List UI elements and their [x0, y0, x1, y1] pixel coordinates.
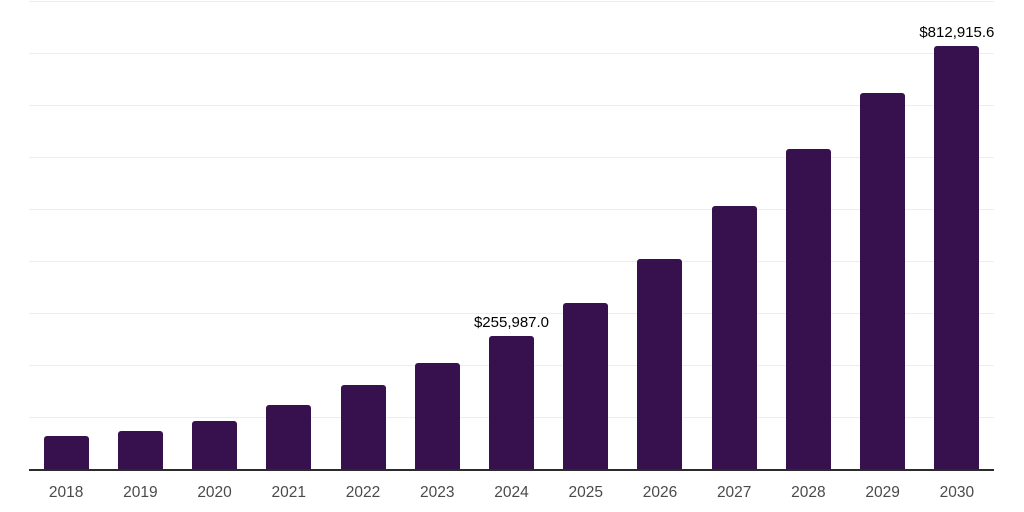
- gridline: [29, 1, 994, 2]
- bar-2023: [414, 363, 460, 469]
- bar-2028: [785, 148, 831, 469]
- x-tick-label-2021: 2021: [271, 484, 307, 501]
- bar-2025: [563, 302, 609, 469]
- x-tick-label-2018: 2018: [48, 484, 84, 501]
- x-tick-label-2022: 2022: [345, 484, 381, 501]
- gridline: [29, 157, 994, 158]
- x-tick-label-2019: 2019: [123, 484, 158, 501]
- bar-2022: [340, 384, 386, 469]
- gridline: [29, 53, 994, 54]
- bar-2030: [934, 46, 980, 469]
- bar-2026: [637, 259, 683, 469]
- gridline: [29, 261, 994, 262]
- x-tick-label-2025: 2025: [568, 484, 603, 501]
- bar-2027: [711, 205, 757, 469]
- x-tick-label-2029: 2029: [865, 484, 900, 501]
- bar-value-label-2030: $812,915.6: [919, 24, 995, 42]
- bar-value-label-2024: $255,987.0: [473, 313, 550, 331]
- bar-2019: [117, 431, 163, 469]
- x-tick-label-2020: 2020: [197, 484, 232, 501]
- x-tick-label-2026: 2026: [642, 484, 678, 501]
- x-tick-label-2027: 2027: [716, 484, 752, 501]
- gridline: [29, 313, 994, 314]
- x-tick-label-2028: 2028: [791, 484, 826, 501]
- bar-2020: [192, 421, 238, 469]
- bar-2021: [266, 404, 312, 469]
- bar-2018: [43, 435, 89, 469]
- bar-2029: [860, 93, 906, 469]
- bar-2024: [489, 335, 534, 469]
- gridline: [29, 209, 994, 210]
- x-tick-label-2024: 2024: [494, 484, 529, 501]
- gridline: [29, 105, 994, 106]
- x-tick-label-2023: 2023: [420, 484, 455, 501]
- x-tick-label-2030: 2030: [939, 484, 975, 501]
- x-axis-line: [29, 469, 994, 471]
